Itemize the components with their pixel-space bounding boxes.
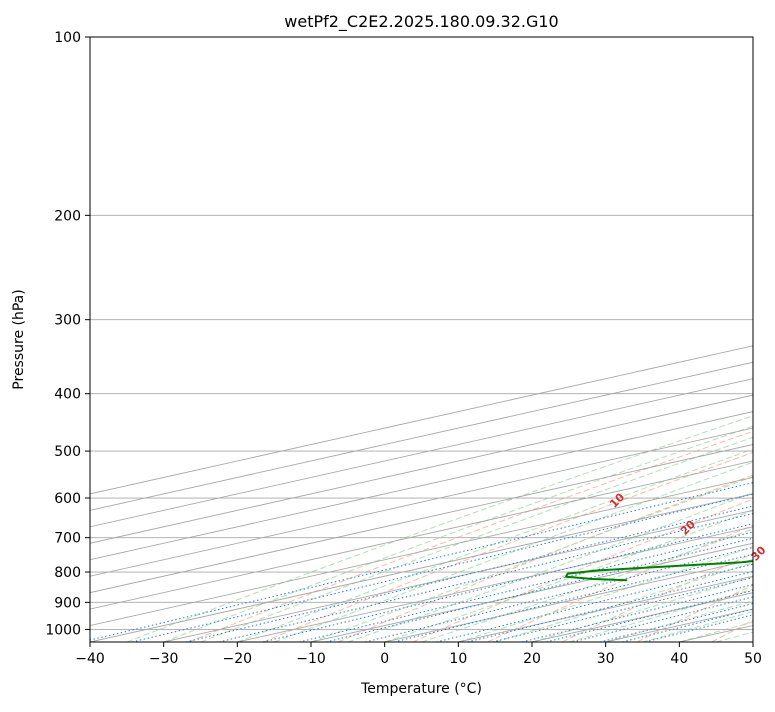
y-axis-label: Pressure (hPa) [11,289,27,389]
y-tick-label: 700 [54,531,81,547]
y-tick-label: 200 [54,208,81,224]
y-tick-label: 300 [54,313,81,329]
x-tick-label: 0 [380,651,389,667]
y-tick-label: 900 [54,595,81,611]
x-tick-label: 40 [670,651,688,667]
y-tick-label: 800 [54,565,81,581]
x-tick-label: −10 [296,651,326,667]
y-tick-label: 100 [54,30,81,46]
chart-title: wetPf2_C2E2.2025.180.09.32.G10 [284,12,558,32]
x-tick-label: 20 [523,651,541,667]
x-tick-label: −20 [223,651,253,667]
y-tick-label: 1000 [45,622,81,638]
y-tick-label: 500 [54,444,81,460]
x-axis-label: Temperature (°C) [360,681,482,697]
x-tick-label: −30 [149,651,179,667]
x-tick-label: 30 [597,651,615,667]
y-tick-label: 600 [54,491,81,507]
y-tick-label: 400 [54,387,81,403]
x-tick-label: 10 [449,651,467,667]
x-tick-label: −40 [75,651,105,667]
x-tick-label: 50 [744,651,762,667]
